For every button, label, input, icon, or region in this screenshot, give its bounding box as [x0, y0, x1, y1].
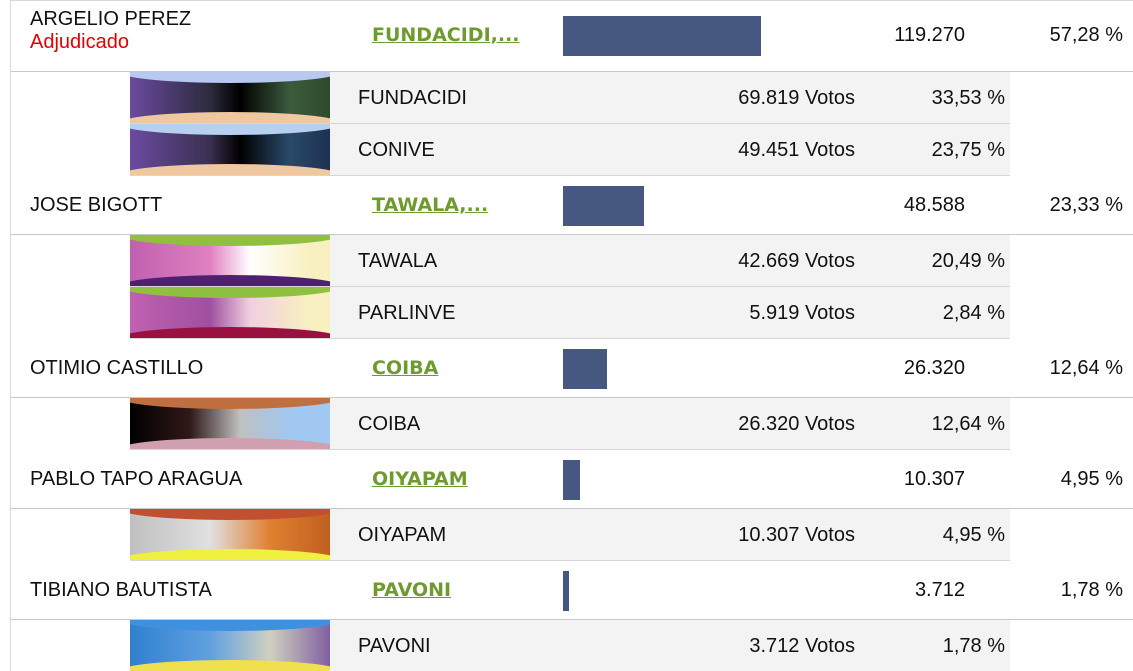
party-votes: 3.712 Votos [749, 635, 855, 657]
candidate-name: TIBIANO BAUTISTA [30, 579, 212, 602]
logo-bottom [130, 438, 330, 449]
party-percent: 23,75 % [931, 139, 1005, 161]
candidate-name: PABLO TAPO ARAGUA [30, 468, 242, 491]
party-row: PARLINVE 5.919 Votos 2,84 % [130, 287, 1010, 339]
party-row: TAWALA 42.669 Votos 20,49 % [130, 235, 1010, 287]
logo-bottom [130, 275, 330, 286]
logo-top [130, 620, 330, 631]
vote-bar [563, 571, 570, 611]
party-name: FUNDACIDI [358, 87, 467, 109]
party-logo [130, 398, 330, 449]
candidate-name: JOSE BIGOTT [30, 194, 162, 217]
candidate-row: OTIMIO CASTILLO COIBA 26.320 12,64 % [11, 339, 1133, 398]
votes: 3.712 [914, 579, 965, 601]
candidate-row: ARGELIO PEREZ Adjudicado FUNDACIDI,... 119.… [11, 0, 1133, 72]
party-row: FUNDACIDI 69.819 Votos 33,53 % [130, 72, 1010, 124]
percent: 23,33 % [1049, 194, 1123, 216]
logo-top [130, 398, 330, 409]
party-logo [130, 72, 330, 123]
frame [10, 0, 1133, 1]
party-name: OIYAPAM [358, 524, 447, 546]
candidate-name: ARGELIO PEREZ Adjudicado [30, 8, 191, 54]
votes: 48.588 [903, 194, 965, 216]
party-votes: 10.307 Votos [738, 524, 855, 546]
party-percent: 12,64 % [931, 413, 1005, 435]
logo-bottom [130, 164, 330, 175]
party-votes: 49.451 Votos [738, 139, 855, 161]
votes: 26.320 [903, 357, 965, 379]
party-percent: 20,49 % [931, 250, 1005, 272]
party-votes: 5.919 Votos [749, 302, 855, 324]
percent: 57,28 % [1049, 24, 1123, 46]
party-link[interactable]: FUNDACIDI,... [372, 24, 520, 46]
party-percent: 4,95 % [942, 524, 1005, 546]
logo-top [130, 287, 330, 298]
party-name: CONIVE [358, 139, 435, 161]
party-name: TAWALA [358, 250, 438, 272]
logo-bottom [130, 660, 330, 671]
candidate-name-text: JOSE BIGOTT [30, 194, 163, 216]
party-logo [130, 509, 330, 560]
party-logo [130, 620, 330, 671]
party-name: COIBA [358, 413, 421, 435]
candidate-name-text: TIBIANO BAUTISTA [30, 579, 212, 601]
party-name: PAVONI [358, 635, 431, 657]
party-row: COIBA 26.320 Votos 12,64 % [130, 398, 1010, 450]
logo-bottom [130, 549, 330, 560]
votes: 119.270 [894, 24, 965, 46]
vote-bar [563, 186, 644, 226]
candidate-name-text: ARGELIO PEREZ [30, 8, 192, 30]
party-percent: 2,84 % [942, 302, 1005, 324]
party-percent: 1,78 % [942, 635, 1005, 657]
party-votes: 26.320 Votos [738, 413, 855, 435]
candidate-row: PABLO TAPO ARAGUA OIYAPAM 10.307 4,95 % [11, 450, 1133, 509]
party-row: OIYAPAM 10.307 Votos 4,95 % [130, 509, 1010, 561]
logo-bottom [130, 327, 330, 338]
vote-bar [563, 349, 607, 389]
party-logo [130, 124, 330, 175]
candidate-row: TIBIANO BAUTISTA PAVONI 3.712 1,78 % [11, 561, 1133, 620]
party-percent: 33,53 % [931, 87, 1005, 109]
party-row: PAVONI 3.712 Votos 1,78 % [130, 620, 1010, 671]
party-logo [130, 235, 330, 286]
party-logo [130, 287, 330, 338]
party-link[interactable]: PAVONI [372, 579, 452, 601]
percent: 4,95 % [1060, 468, 1123, 490]
candidate-name-text: OTIMIO CASTILLO [30, 357, 204, 379]
party-votes: 42.669 Votos [738, 250, 855, 272]
logo-top [130, 72, 330, 83]
party-name: PARLINVE [358, 302, 456, 324]
party-row: CONIVE 49.451 Votos 23,75 % [130, 124, 1010, 176]
percent: 12,64 % [1049, 357, 1123, 379]
status: Adjudicado [30, 31, 129, 53]
logo-bottom [130, 112, 330, 123]
party-link[interactable]: OIYAPAM [372, 468, 468, 490]
logo-top [130, 235, 330, 246]
votes: 10.307 [903, 468, 965, 490]
logo-top [130, 124, 330, 135]
candidate-name: OTIMIO CASTILLO [30, 357, 203, 380]
logo-top [130, 509, 330, 520]
percent: 1,78 % [1060, 579, 1123, 601]
candidate-name-text: PABLO TAPO ARAGUA [30, 468, 243, 490]
party-votes: 69.819 Votos [738, 87, 855, 109]
frame [10, 0, 11, 671]
party-link[interactable]: TAWALA,... [372, 194, 489, 216]
vote-bar [563, 460, 581, 500]
candidate-row: JOSE BIGOTT TAWALA,... 48.588 23,33 % [11, 176, 1133, 235]
party-link[interactable]: COIBA [372, 357, 439, 379]
vote-bar [563, 16, 762, 56]
